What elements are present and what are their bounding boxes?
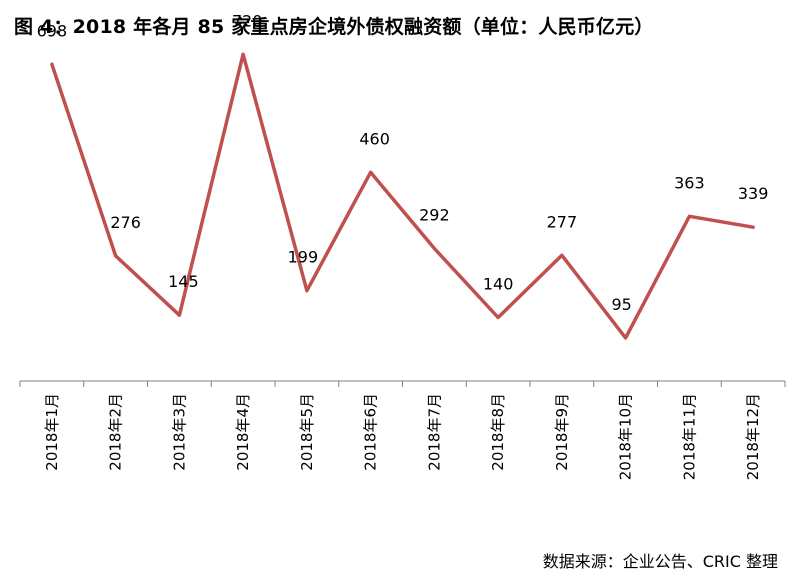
data-label: 277 — [547, 212, 578, 231]
source-note: 数据来源：企业公告、CRIC 整理 — [542, 552, 778, 571]
x-tick-label: 2018年6月 — [362, 393, 380, 471]
data-point — [432, 247, 436, 251]
data-label: 363 — [674, 173, 705, 192]
data-label: 145 — [168, 272, 199, 291]
x-tick-label: 2018年9月 — [553, 393, 571, 471]
x-tick-label: 2018年4月 — [234, 393, 252, 471]
data-label: 140 — [483, 274, 514, 293]
chart-title: 图 4：2018 年各月 85 家重点房企境外债权融资额（单位：人民币亿元） — [14, 16, 654, 38]
tick-label-layer: 2018年1月 2018年2月 2018年3月 2018年4月 2018年5月 2018年… — [43, 393, 762, 480]
data-point — [369, 170, 373, 174]
data-label: 276 — [110, 213, 141, 232]
x-tick-label: 2018年7月 — [425, 393, 443, 471]
data-point — [114, 254, 118, 258]
data-label: 720 — [232, 11, 263, 30]
data-label: 698 — [37, 21, 68, 40]
data-label-layer: 698 276 145 720 199 460 292 140 277 95 363 339 — [37, 11, 769, 314]
x-tick-label: 2018年12月 — [744, 393, 762, 480]
data-point — [241, 52, 245, 56]
data-point — [624, 336, 628, 340]
x-tick-label: 2018年5月 — [298, 393, 316, 471]
data-point — [560, 253, 564, 257]
x-tick-label: 2018年8月 — [489, 393, 507, 471]
x-tick-label: 2018年2月 — [107, 393, 125, 471]
data-label: 199 — [288, 248, 319, 267]
data-point — [751, 225, 755, 229]
x-tick-label: 2018年11月 — [680, 393, 698, 480]
x-tick-label: 2018年10月 — [617, 393, 635, 480]
data-point — [687, 214, 691, 218]
data-label: 339 — [738, 184, 769, 203]
x-tick-label: 2018年1月 — [43, 393, 61, 471]
data-point — [177, 313, 181, 317]
data-label: 292 — [419, 206, 450, 225]
series-line — [50, 52, 755, 340]
data-label: 460 — [359, 129, 390, 148]
x-tick-label: 2018年3月 — [170, 393, 188, 471]
data-point — [305, 289, 309, 293]
axis-layer — [19, 380, 786, 387]
data-point — [496, 315, 500, 319]
series-layer — [50, 52, 755, 340]
data-label: 95 — [611, 295, 631, 314]
data-point — [50, 62, 54, 66]
